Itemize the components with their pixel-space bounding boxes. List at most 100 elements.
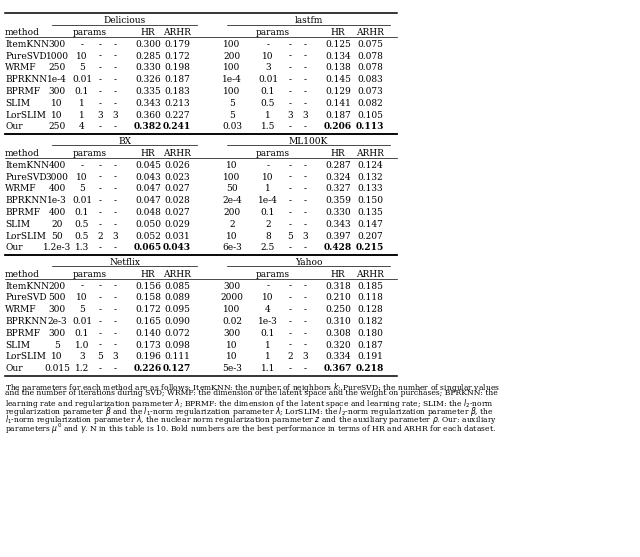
Text: PureSVD: PureSVD — [5, 52, 47, 61]
Text: -: - — [289, 99, 291, 108]
Text: parameters $\mu^0$ and $\gamma$. N in this table is 10. Bold numbers are the bes: parameters $\mu^0$ and $\gamma$. N in th… — [5, 422, 496, 436]
Text: 250: 250 — [49, 63, 66, 72]
Text: 0.082: 0.082 — [357, 99, 383, 108]
Text: 0.226: 0.226 — [134, 364, 162, 373]
Text: 10: 10 — [51, 111, 63, 120]
Text: 100: 100 — [223, 173, 241, 182]
Text: 3: 3 — [97, 111, 103, 120]
Text: ARHR: ARHR — [163, 149, 191, 158]
Text: Yahoo: Yahoo — [295, 258, 323, 267]
Text: ItemKNN: ItemKNN — [5, 282, 49, 291]
Text: HR: HR — [141, 270, 156, 279]
Text: 0.138: 0.138 — [325, 63, 351, 72]
Text: 0.01: 0.01 — [258, 75, 278, 84]
Text: 1e-3: 1e-3 — [47, 196, 67, 205]
Text: 0.075: 0.075 — [357, 40, 383, 49]
Text: 1: 1 — [265, 111, 271, 120]
Text: 4: 4 — [79, 123, 85, 131]
Text: 0.382: 0.382 — [134, 123, 162, 131]
Text: params: params — [73, 149, 107, 158]
Text: ARHR: ARHR — [356, 149, 384, 158]
Text: 0.187: 0.187 — [164, 75, 190, 84]
Text: 0.250: 0.250 — [325, 305, 351, 314]
Text: 5: 5 — [54, 341, 60, 350]
Text: -: - — [113, 243, 116, 252]
Text: -: - — [289, 208, 291, 217]
Text: -: - — [99, 305, 102, 314]
Text: 1e-4: 1e-4 — [47, 75, 67, 84]
Text: $l_1$-norm regularization parameter $\lambda$, the nuclear norm regularization p: $l_1$-norm regularization parameter $\la… — [5, 413, 497, 427]
Text: 5: 5 — [229, 111, 235, 120]
Text: -: - — [303, 282, 307, 291]
Text: -: - — [289, 341, 291, 350]
Text: -: - — [113, 40, 116, 49]
Text: 0.01: 0.01 — [72, 317, 92, 326]
Text: 10: 10 — [227, 232, 237, 241]
Text: 0.185: 0.185 — [357, 282, 383, 291]
Text: params: params — [255, 149, 289, 158]
Text: Netflix: Netflix — [109, 258, 140, 267]
Text: 0.111: 0.111 — [164, 353, 190, 361]
Text: 1.0: 1.0 — [75, 341, 89, 350]
Text: 100: 100 — [223, 87, 241, 96]
Text: BPRKNN: BPRKNN — [5, 317, 47, 326]
Text: 0.183: 0.183 — [164, 87, 190, 96]
Text: 3: 3 — [112, 353, 118, 361]
Text: 3: 3 — [112, 232, 118, 241]
Text: -: - — [99, 75, 102, 84]
Text: 0.227: 0.227 — [164, 111, 190, 120]
Text: 3: 3 — [302, 232, 308, 241]
Text: -: - — [113, 317, 116, 326]
Text: 2: 2 — [97, 232, 103, 241]
Text: PureSVD: PureSVD — [5, 294, 47, 302]
Text: -: - — [303, 317, 307, 326]
Text: 0.027: 0.027 — [164, 208, 190, 217]
Text: BPRMF: BPRMF — [5, 208, 40, 217]
Text: 0.191: 0.191 — [357, 353, 383, 361]
Text: -: - — [303, 329, 307, 338]
Text: method: method — [5, 270, 40, 279]
Text: 5: 5 — [79, 63, 85, 72]
Text: 0.1: 0.1 — [261, 87, 275, 96]
Text: -: - — [99, 219, 102, 229]
Text: 0.180: 0.180 — [357, 329, 383, 338]
Text: 0.218: 0.218 — [356, 364, 384, 373]
Text: 0.5: 0.5 — [75, 219, 89, 229]
Text: 0.172: 0.172 — [164, 52, 190, 61]
Text: -: - — [99, 184, 102, 193]
Text: 2000: 2000 — [221, 294, 243, 302]
Text: 0.1: 0.1 — [261, 329, 275, 338]
Text: -: - — [266, 282, 269, 291]
Text: 0.140: 0.140 — [135, 329, 161, 338]
Text: 0.01: 0.01 — [72, 196, 92, 205]
Text: 0.134: 0.134 — [325, 52, 351, 61]
Text: -: - — [113, 87, 116, 96]
Text: 0.330: 0.330 — [325, 208, 351, 217]
Text: ML100K: ML100K — [289, 137, 328, 146]
Text: -: - — [113, 75, 116, 84]
Text: 0.165: 0.165 — [135, 317, 161, 326]
Text: 0.048: 0.048 — [135, 208, 161, 217]
Text: -: - — [113, 63, 116, 72]
Text: 0.03: 0.03 — [222, 123, 242, 131]
Text: 3: 3 — [302, 111, 308, 120]
Text: method: method — [5, 28, 40, 37]
Text: -: - — [303, 364, 307, 373]
Text: 0.1: 0.1 — [75, 329, 89, 338]
Text: 0.173: 0.173 — [135, 341, 161, 350]
Text: 0.158: 0.158 — [135, 294, 161, 302]
Text: -: - — [289, 196, 291, 205]
Text: 10: 10 — [262, 294, 274, 302]
Text: 0.182: 0.182 — [357, 317, 383, 326]
Text: -: - — [303, 123, 307, 131]
Text: -: - — [99, 52, 102, 61]
Text: ARHR: ARHR — [163, 28, 191, 37]
Text: 0.241: 0.241 — [163, 123, 191, 131]
Text: -: - — [81, 40, 83, 49]
Text: 100: 100 — [223, 40, 241, 49]
Text: -: - — [113, 173, 116, 182]
Text: 0.428: 0.428 — [324, 243, 352, 252]
Text: 0.213: 0.213 — [164, 99, 190, 108]
Text: 200: 200 — [223, 52, 241, 61]
Text: Delicious: Delicious — [104, 16, 146, 25]
